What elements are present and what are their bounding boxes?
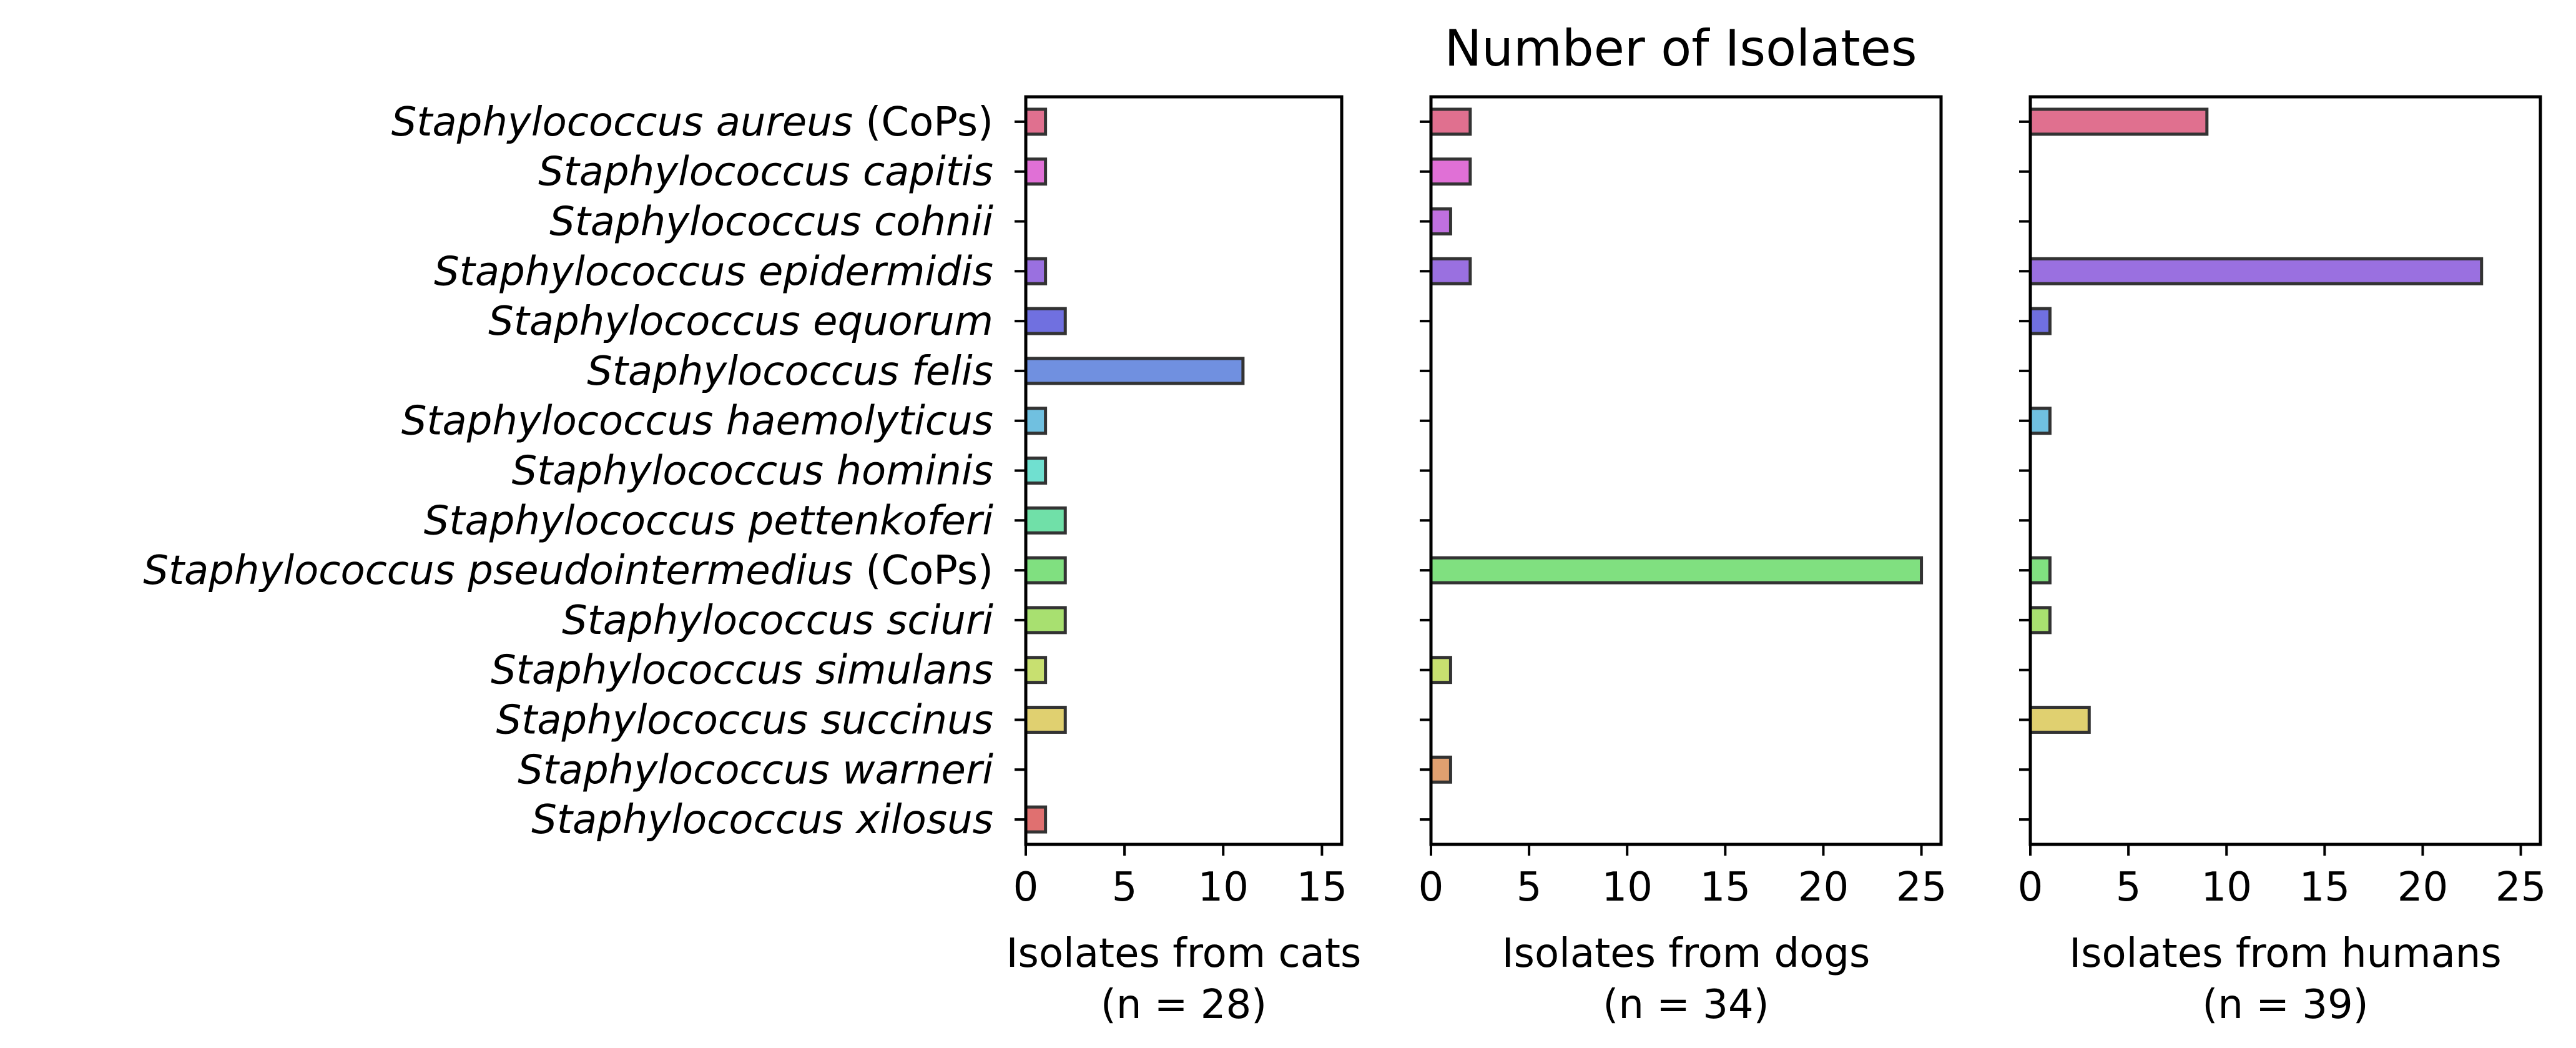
bar-humans-9 — [2028, 556, 2052, 585]
x-tick-label: 10 — [2201, 864, 2252, 911]
bar-cats-10 — [1024, 606, 1067, 635]
bar-dogs-13 — [1429, 755, 1452, 784]
bar-humans-6 — [2028, 407, 2052, 435]
bar-dogs-9 — [1429, 556, 1924, 585]
x-tick-label: 5 — [1517, 864, 1542, 911]
x-tick-label: 15 — [1700, 864, 1751, 911]
x-tick-label: 0 — [1418, 864, 1444, 911]
category-label: Staphylococcus hominis — [512, 448, 993, 495]
bar-cats-11 — [1024, 656, 1048, 685]
category-name: Staphylococcus epidermidis — [434, 249, 993, 295]
x-tick-label: 0 — [2018, 864, 2043, 911]
x-tick-label: 15 — [2299, 864, 2350, 911]
category-label: Staphylococcus xilosus — [531, 797, 993, 843]
category-name: Staphylococcus felis — [587, 349, 993, 395]
bar-humans-0 — [2028, 107, 2209, 136]
category-label: Staphylococcus epidermidis — [434, 249, 993, 295]
bar-cats-6 — [1024, 407, 1048, 435]
bar-humans-3 — [2028, 257, 2484, 285]
x-tick-label: 0 — [1013, 864, 1039, 911]
panel-frame — [2028, 95, 2542, 846]
x-tick-label: 25 — [2495, 864, 2546, 911]
bar-humans-10 — [2028, 606, 2052, 635]
category-name: Staphylococcus cohnii — [549, 199, 993, 245]
category-name: Staphylococcus succinus — [496, 698, 993, 744]
category-name: Staphylococcus hominis — [512, 448, 993, 495]
bar-humans-12 — [2028, 706, 2091, 734]
x-tick-label: 5 — [1112, 864, 1138, 911]
x-axis-label: Isolates from cats — [1006, 931, 1362, 977]
category-suffix: (CoPs) — [853, 99, 993, 146]
category-name: Staphylococcus equorum — [488, 299, 993, 345]
chart-title: Number of Isolates — [1444, 19, 1917, 77]
category-label: Staphylococcus equorum — [488, 299, 993, 345]
category-name: Staphylococcus pettenkoferi — [424, 498, 993, 544]
category-name: Staphylococcus warneri — [518, 747, 993, 793]
panel-cats: 0 5 10 15 Isolates from cats (n = 28) — [1006, 95, 1362, 1028]
category-label: Staphylococcus warneri — [518, 747, 993, 793]
bar-dogs-1 — [1429, 157, 1472, 186]
category-name: Staphylococcus pseudointermedius — [143, 548, 853, 594]
x-tick-label: 20 — [2397, 864, 2448, 911]
category-label: Staphylococcus cohnii — [549, 199, 993, 245]
panel-frame — [1024, 95, 1344, 846]
bar-humans-4 — [2028, 307, 2052, 335]
category-label: Staphylococcus pettenkoferi — [424, 498, 993, 544]
sample-size-label: (n = 34) — [1603, 982, 1769, 1028]
bar-cats-9 — [1024, 556, 1067, 585]
bar-cats-14 — [1024, 805, 1048, 834]
bar-dogs-0 — [1429, 107, 1472, 136]
bar-cats-1 — [1024, 157, 1048, 186]
panel-humans: 0 5 10 15 20 25 Isolates from humans (n = 39) — [2018, 95, 2546, 1028]
category-name: Staphylococcus simulans — [491, 648, 993, 694]
category-label: Staphylococcus simulans — [491, 648, 993, 694]
category-name: Staphylococcus aureus — [391, 99, 853, 146]
category-label: Staphylococcus sciuri — [562, 598, 993, 644]
bar-cats-8 — [1024, 506, 1067, 535]
category-name: Staphylococcus xilosus — [531, 797, 993, 843]
category-label: Staphylococcus capitis — [538, 149, 993, 195]
panel-frame — [1429, 95, 1943, 846]
x-tick-label: 20 — [1798, 864, 1849, 911]
bar-cats-5 — [1024, 357, 1245, 385]
sample-size-label: (n = 28) — [1101, 982, 1267, 1028]
category-label: Staphylococcus felis — [587, 349, 993, 395]
x-tick-label: 25 — [1896, 864, 1947, 911]
category-name: Staphylococcus haemolyticus — [401, 398, 993, 445]
x-tick-label: 5 — [2116, 864, 2141, 911]
x-tick-label: 10 — [1198, 864, 1249, 911]
x-axis-label: Isolates from humans — [2069, 931, 2501, 977]
category-label: Staphylococcus pseudointermedius (CoPs) — [143, 548, 993, 594]
category-label: Staphylococcus aureus (CoPs) — [391, 99, 993, 146]
category-name: Staphylococcus capitis — [538, 149, 993, 195]
bar-cats-0 — [1024, 107, 1048, 136]
panel-dogs: 0 5 10 15 20 25 Isolates from dogs (n = 34) — [1418, 95, 1947, 1028]
bar-dogs-11 — [1429, 656, 1452, 685]
bar-cats-4 — [1024, 307, 1067, 335]
bar-cats-3 — [1024, 257, 1048, 285]
category-suffix: (CoPs) — [853, 548, 993, 594]
category-label: Staphylococcus haemolyticus — [401, 398, 993, 445]
bar-dogs-2 — [1429, 207, 1452, 235]
category-label: Staphylococcus succinus — [496, 698, 993, 744]
category-name: Staphylococcus sciuri — [562, 598, 993, 644]
bar-cats-12 — [1024, 706, 1067, 734]
bar-dogs-3 — [1429, 257, 1472, 285]
x-tick-label: 15 — [1297, 864, 1347, 911]
sample-size-label: (n = 39) — [2202, 982, 2368, 1028]
x-axis-label: Isolates from dogs — [1502, 931, 1871, 977]
bar-cats-7 — [1024, 457, 1048, 485]
x-tick-label: 10 — [1602, 864, 1653, 911]
